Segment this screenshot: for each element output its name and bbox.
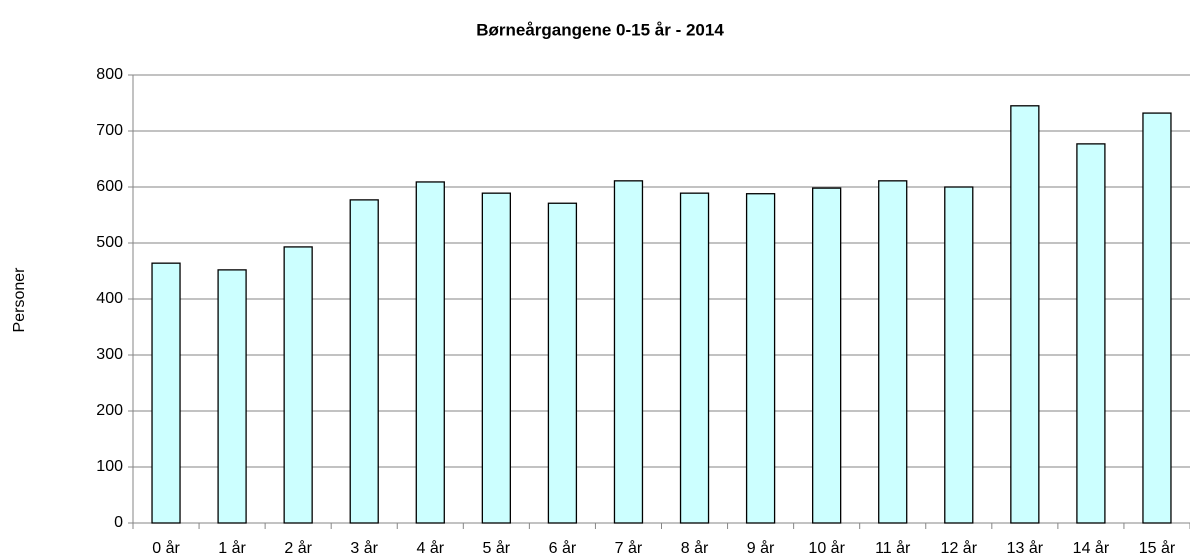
x-tick-label: 12 år bbox=[941, 539, 978, 557]
x-tick-label: 5 år bbox=[483, 539, 511, 557]
x-tick-label: 7 år bbox=[615, 539, 643, 557]
x-tick-label: 14 år bbox=[1073, 539, 1110, 557]
x-tick-label: 9 år bbox=[747, 539, 775, 557]
x-tick-label: 0 år bbox=[152, 539, 180, 557]
x-tick-label: 1 år bbox=[218, 539, 246, 557]
bar bbox=[1010, 105, 1040, 524]
y-tick-label: 400 bbox=[96, 290, 123, 307]
x-tick-label: 8 år bbox=[681, 539, 709, 557]
x-tick-label: 6 år bbox=[549, 539, 577, 557]
y-tick-label: 600 bbox=[96, 178, 123, 195]
bar bbox=[217, 269, 247, 524]
bar bbox=[679, 192, 710, 524]
x-tick-label: 4 år bbox=[416, 539, 444, 557]
y-tick-label: 100 bbox=[96, 458, 123, 475]
x-tick-label: 3 år bbox=[350, 539, 378, 557]
bar bbox=[1142, 112, 1172, 524]
bar bbox=[349, 199, 379, 524]
x-tick-label: 15 år bbox=[1139, 539, 1176, 557]
y-axis-title: Personer bbox=[11, 267, 28, 333]
y-tick-label: 500 bbox=[96, 234, 123, 251]
chart-title: Børneårgangene 0-15 år - 2014 bbox=[476, 20, 724, 39]
bar bbox=[481, 192, 511, 524]
y-tick-label: 700 bbox=[96, 122, 123, 139]
y-tick-label: 300 bbox=[96, 346, 123, 363]
y-tick-label: 0 bbox=[114, 514, 123, 531]
x-tick-label: 2 år bbox=[284, 539, 312, 557]
bar bbox=[613, 180, 644, 524]
bar bbox=[151, 262, 181, 524]
bar bbox=[283, 246, 313, 524]
y-tick-label: 200 bbox=[96, 402, 123, 419]
bar bbox=[812, 187, 842, 524]
x-tick-label: 13 år bbox=[1007, 539, 1044, 557]
bar bbox=[415, 181, 445, 524]
bar bbox=[878, 180, 908, 524]
bar bbox=[944, 186, 974, 524]
bar bbox=[547, 202, 578, 524]
bar bbox=[745, 193, 776, 524]
x-tick-label: 11 år bbox=[875, 539, 911, 557]
y-tick-label: 800 bbox=[96, 66, 123, 83]
x-tick-label: 10 år bbox=[808, 539, 845, 557]
bar bbox=[1076, 143, 1106, 524]
